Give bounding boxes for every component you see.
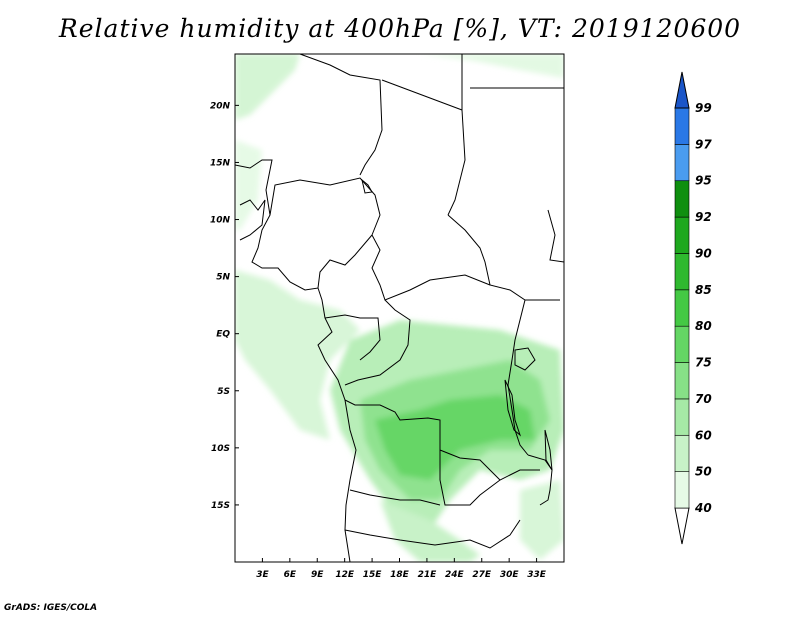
colorbar-segment: [674, 434, 690, 472]
lon-tick-label: 15E: [363, 570, 383, 580]
colorbar-label: 60: [695, 428, 712, 442]
colorbar-label: 70: [695, 392, 712, 406]
colorbar-segment: [674, 180, 690, 218]
lat-tick-label: 20N: [210, 101, 231, 111]
border-nigeria-cameroon: [317, 234, 373, 289]
humidity-area-west: [235, 270, 360, 440]
colorbar-segment: [674, 107, 690, 145]
border-drc-congo: [344, 299, 411, 386]
lon-tick-label: 33E: [527, 570, 547, 580]
border-sudan-south: [547, 209, 564, 263]
colorbar-segment: [674, 398, 690, 436]
lon-tick-label: 30E: [500, 570, 520, 580]
border-drc-east: [507, 299, 529, 456]
colorbar-label: 50: [695, 465, 712, 479]
colorbar-segment: [674, 507, 690, 545]
lake-chad: [361, 178, 373, 194]
lon-tick-label: 27E: [472, 570, 492, 580]
humidity-area-northeast: [420, 54, 564, 78]
border-west-africa: [239, 199, 266, 241]
colorbar-segment: [674, 216, 690, 254]
colorbar-segment: [674, 144, 690, 182]
lon-tick-label: 6E: [284, 570, 297, 580]
humidity-area-core-inner: [375, 395, 535, 480]
colorbar-segment: [674, 71, 690, 109]
humidity-area-north: [235, 54, 300, 120]
humidity-area-southeast: [520, 480, 564, 560]
colorbar-label: 92: [695, 210, 712, 224]
map-title: Relative humidity at 400hPa [%], VT: 201…: [58, 14, 742, 43]
lake-tanganyika: [504, 379, 522, 437]
border-sudan-car: [447, 214, 560, 301]
humidity-area-south: [380, 500, 480, 562]
border-zambia: [439, 450, 540, 506]
lon-tick-label: 21E: [418, 570, 438, 580]
border-chad-car: [371, 234, 491, 301]
border-cameroon-congo: [324, 314, 381, 361]
latitude-axis: 20N 15N 10N 5N EQ 5S 10S 15S: [210, 101, 239, 511]
lat-tick-label: 10N: [210, 216, 231, 226]
border-tanzania: [527, 454, 553, 506]
lat-tick-label: 15S: [211, 501, 230, 511]
lat-tick-label: 5S: [217, 387, 230, 397]
colorbar: 40 50 60 70 75 80 85 90 92 95 97 99: [674, 71, 712, 545]
lon-tick-label: 18E: [390, 570, 410, 580]
lat-tick-label: EQ: [216, 330, 230, 340]
humidity-area-northwest-strip: [235, 140, 262, 230]
colorbar-label: 97: [695, 137, 712, 151]
border-sahara: [299, 54, 383, 176]
lon-tick-label: 12E: [335, 570, 355, 580]
longitude-axis: 3E 6E 9E 12E 15E 18E 21E 24E 27E 30E 33E: [256, 558, 547, 580]
colorbar-segment: [674, 362, 690, 400]
colorbar-label: 90: [695, 246, 712, 260]
lake-victoria: [514, 347, 536, 371]
credit-label: GrADS: IGES/COLA: [4, 603, 98, 613]
lon-tick-label: 3E: [256, 570, 269, 580]
lon-tick-label: 24E: [445, 570, 465, 580]
colorbar-label: 95: [695, 174, 712, 188]
border-angola-drc: [344, 399, 501, 481]
boundaries: [235, 54, 564, 562]
lat-tick-label: 5N: [216, 273, 230, 283]
lon-tick-label: 9E: [311, 570, 324, 580]
border-angola-south: [349, 489, 441, 506]
border-chad-niger: [381, 79, 463, 111]
border-libya: [447, 54, 466, 216]
lat-tick-label: 10S: [211, 444, 230, 454]
border-niger-nigeria: [269, 177, 381, 236]
lake-malawi: [544, 429, 553, 471]
colorbar-label: 99: [695, 101, 712, 115]
colorbar-segment: [674, 471, 690, 509]
colorbar-label: 75: [695, 356, 712, 370]
colorbar-segment: [674, 253, 690, 291]
colorbar-segment: [674, 325, 690, 363]
lat-tick-label: 15N: [210, 158, 231, 168]
humidity-field: [235, 54, 564, 562]
border-namibia: [344, 519, 521, 549]
colorbar-label: 85: [695, 283, 712, 297]
colorbar-label: 80: [695, 319, 712, 333]
colorbar-segment: [674, 289, 690, 327]
colorbar-label: 40: [694, 501, 712, 515]
